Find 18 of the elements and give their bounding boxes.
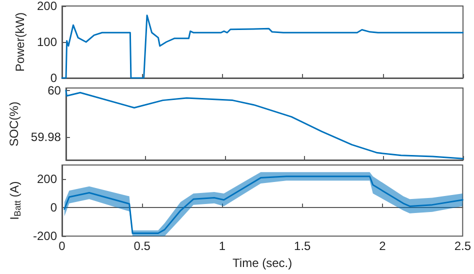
y-tick-label: 200 xyxy=(36,172,58,186)
x-tick-label: 1.5 xyxy=(294,239,312,254)
y-tick-label: 0 xyxy=(50,71,58,85)
x-tick-label: 2 xyxy=(379,239,386,254)
y-axis-title: Power(kW) xyxy=(13,12,27,72)
y-tick-label: 100 xyxy=(36,35,58,49)
y-tick-label: -200 xyxy=(32,229,58,244)
x-tick-label: 2.5 xyxy=(454,239,472,254)
x-axis-title: Time (sec.) xyxy=(232,256,292,270)
y-tick-label: 60 xyxy=(48,83,62,98)
x-tick-label: 0.5 xyxy=(134,239,151,254)
line-series xyxy=(65,90,464,160)
y-axis-title: SOC(%) xyxy=(7,102,21,146)
y-axis-title: IBatt (A) xyxy=(8,181,23,220)
y-tick-label: 200 xyxy=(36,0,58,13)
y-tick-label: 0 xyxy=(50,200,58,215)
y-tick-label: 59.98 xyxy=(30,130,62,144)
x-tick-label: 1 xyxy=(218,239,226,254)
